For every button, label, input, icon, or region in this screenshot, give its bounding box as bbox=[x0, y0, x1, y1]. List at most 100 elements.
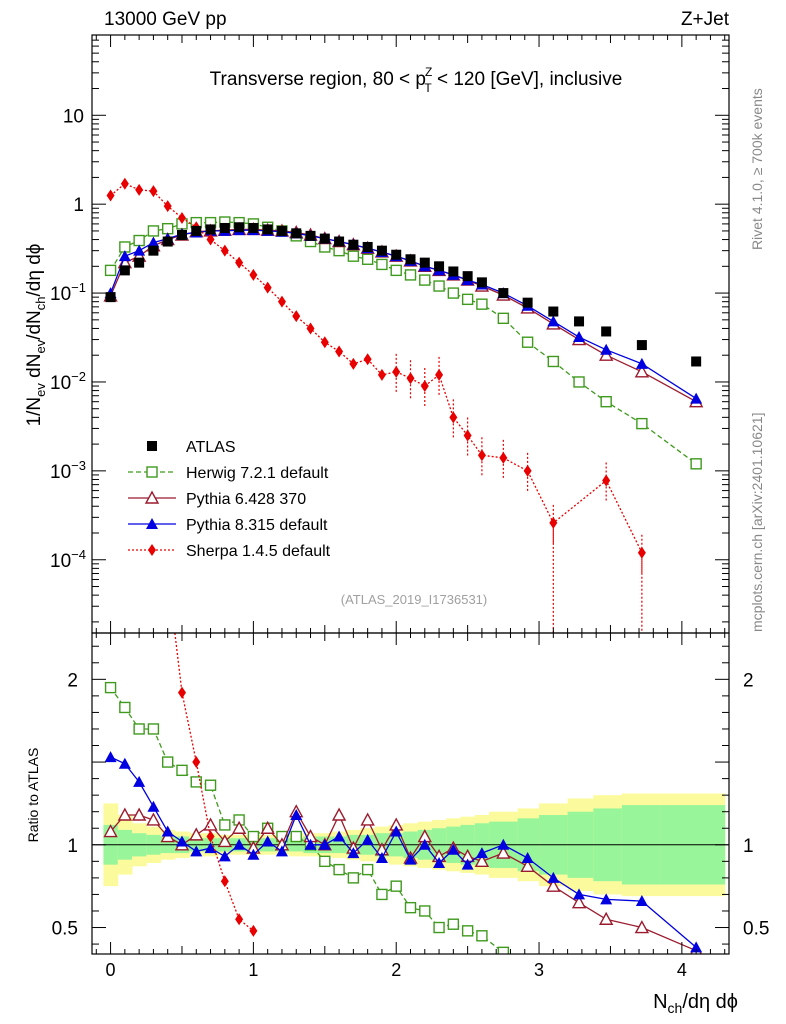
sherpa-main-point bbox=[420, 380, 429, 393]
herwig-main-point bbox=[547, 355, 560, 368]
sherpa-main-point bbox=[363, 353, 372, 366]
ratio-y-tick-label-right: 2 bbox=[743, 670, 754, 691]
pythia6-ratio-point bbox=[598, 911, 614, 925]
pythia8-ratio-point bbox=[247, 848, 260, 860]
pythia6-ratio-point bbox=[103, 824, 118, 838]
herwig-ratio-point bbox=[333, 863, 345, 876]
atlas-main-point bbox=[522, 297, 533, 308]
herwig-ratio-point bbox=[219, 819, 231, 831]
herwig-main-point bbox=[600, 395, 612, 408]
pythia8-main-point bbox=[547, 315, 560, 327]
pythia6-ratio-point bbox=[260, 820, 275, 834]
pythia8-ratio-point bbox=[118, 757, 131, 769]
pythia8-ratio-point bbox=[521, 852, 534, 864]
pythia8-main-point bbox=[147, 236, 160, 248]
herwig-main-point bbox=[147, 225, 160, 237]
atlas-main-point bbox=[262, 224, 273, 235]
herwig-ratio-point bbox=[447, 918, 460, 930]
ratio-y-tick-label-right: 1 bbox=[743, 836, 754, 857]
pythia8-ratio-point bbox=[304, 838, 317, 850]
mcplots-label: mcplots.cern.ch [arXiv:2401.10621] bbox=[749, 413, 765, 632]
sherpa-main-point bbox=[335, 345, 344, 358]
ratio-y-tick-label-left: 1 bbox=[67, 836, 78, 857]
y-tick-label: 10−4 bbox=[50, 547, 86, 572]
sherpa-ratio-point bbox=[220, 875, 229, 888]
pythia8-ratio-point bbox=[475, 847, 488, 859]
x-tick-label: 0 bbox=[106, 960, 116, 980]
pythia8-ratio-point bbox=[635, 895, 648, 907]
atlas-main-point bbox=[448, 266, 459, 277]
herwig-ratio-point bbox=[361, 863, 374, 876]
pythia8-ratio-point bbox=[190, 845, 203, 857]
pythia6-main-line bbox=[110, 228, 697, 403]
atlas-main-point bbox=[376, 245, 387, 256]
pythia8-ratio-point bbox=[147, 800, 160, 812]
pythia8-ratio-point bbox=[690, 941, 703, 953]
atlas-main-point bbox=[391, 249, 402, 260]
pythia8-main-point bbox=[690, 392, 703, 404]
atlas-main-point bbox=[234, 222, 245, 233]
herwig-main-point bbox=[521, 336, 534, 348]
atlas-main-point bbox=[134, 257, 145, 268]
pythia6-ratio-point bbox=[546, 878, 561, 892]
sherpa-main-point bbox=[206, 233, 215, 246]
pythia6-ratio-point bbox=[520, 858, 535, 873]
pythia8-ratio-point bbox=[275, 845, 288, 857]
herwig-ratio-point bbox=[119, 701, 131, 714]
sherpa-main-point bbox=[235, 256, 244, 269]
herwig-ratio-point bbox=[476, 930, 488, 942]
herwig-ratio-point bbox=[404, 901, 417, 914]
pythia8-ratio-point bbox=[261, 835, 274, 847]
main-plot-area bbox=[103, 177, 704, 633]
sherpa-main-point bbox=[435, 368, 444, 381]
legend: ATLAS Herwig 7.2.1 default Pythia 6.428 37… bbox=[128, 439, 331, 560]
sherpa-main-point bbox=[463, 429, 472, 442]
herwig-ratio-point bbox=[247, 830, 260, 843]
herwig-main-point bbox=[133, 234, 145, 247]
pythia8-main-point bbox=[118, 250, 131, 262]
energy-label: 13000 GeV pp bbox=[104, 9, 227, 30]
sherpa-main-point bbox=[106, 189, 115, 202]
atlas-main-point bbox=[348, 239, 359, 250]
atlas-main-point bbox=[148, 245, 159, 256]
herwig-main-point bbox=[461, 293, 474, 306]
pythia8-ratio-point bbox=[204, 842, 217, 854]
atlas-main-point bbox=[219, 222, 230, 233]
legend-marker-sherpa bbox=[148, 544, 156, 556]
sherpa-main-point bbox=[523, 464, 532, 477]
plot-title: Transverse region, 80 < pZ T < 120 [GeV],… bbox=[210, 65, 623, 95]
pythia6-ratio-point bbox=[217, 834, 233, 848]
pythia8-ratio-point bbox=[161, 825, 174, 837]
herwig-ratio-point bbox=[433, 921, 445, 934]
sherpa-ratio-line bbox=[174, 633, 254, 932]
sherpa-ratio-point bbox=[249, 924, 258, 937]
herwig-ratio-point bbox=[161, 756, 174, 768]
sherpa-main-point bbox=[499, 451, 508, 464]
pythia8-main-point bbox=[635, 357, 648, 369]
sherpa-ratio-point bbox=[177, 686, 186, 699]
pythia8-ratio-point bbox=[433, 856, 446, 868]
atlas-main-point bbox=[176, 230, 187, 241]
herwig-ratio-line bbox=[110, 687, 504, 953]
atlas-main-point bbox=[636, 340, 647, 351]
pythia8-ratio-line bbox=[110, 756, 697, 948]
pythia6-ratio-line bbox=[110, 810, 697, 952]
herwig-main-point bbox=[376, 258, 388, 271]
pythia8-ratio-point bbox=[418, 838, 431, 850]
pythia6-ratio-point bbox=[360, 812, 375, 826]
process-label: Z+Jet bbox=[681, 9, 730, 30]
atlas-main-point bbox=[191, 225, 202, 236]
herwig-main-point bbox=[404, 269, 417, 281]
pythia6-ratio-point bbox=[634, 920, 650, 934]
pythia8-ratio-point bbox=[375, 852, 388, 864]
herwig-ratio-point bbox=[347, 872, 360, 884]
sherpa-main-point bbox=[392, 365, 401, 378]
pythia8-main-point bbox=[133, 244, 146, 256]
pythia8-ratio-point bbox=[175, 835, 188, 847]
herwig-ratio-point bbox=[190, 776, 202, 788]
sherpa-main-point bbox=[263, 281, 272, 294]
atlas-main-point bbox=[498, 288, 509, 299]
herwig-main-point bbox=[347, 250, 360, 262]
pythia6-ratio-point bbox=[571, 895, 587, 909]
